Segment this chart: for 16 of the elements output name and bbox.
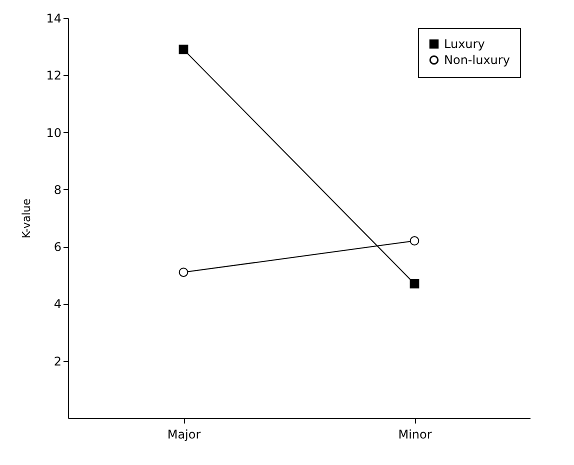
y-tick-label: 14 (46, 12, 62, 26)
y-tick-label: 6 (54, 240, 62, 254)
y-tick-label: 8 (54, 182, 62, 197)
y-tick-label: 10 (46, 126, 62, 140)
y-axis-title: K-value (20, 198, 34, 238)
legend-label: Luxury (444, 37, 485, 51)
point (178, 44, 188, 54)
y-tick-label: 4 (54, 297, 62, 312)
point (178, 268, 188, 277)
y-tick-label: 2 (54, 354, 62, 368)
x-tick-label: Minor (398, 428, 432, 442)
legend-label: Non-luxury (444, 53, 510, 67)
point (410, 279, 420, 288)
point (410, 236, 420, 246)
y-tick-label: 12 (46, 68, 62, 83)
x-tick-label: Major (167, 428, 201, 442)
